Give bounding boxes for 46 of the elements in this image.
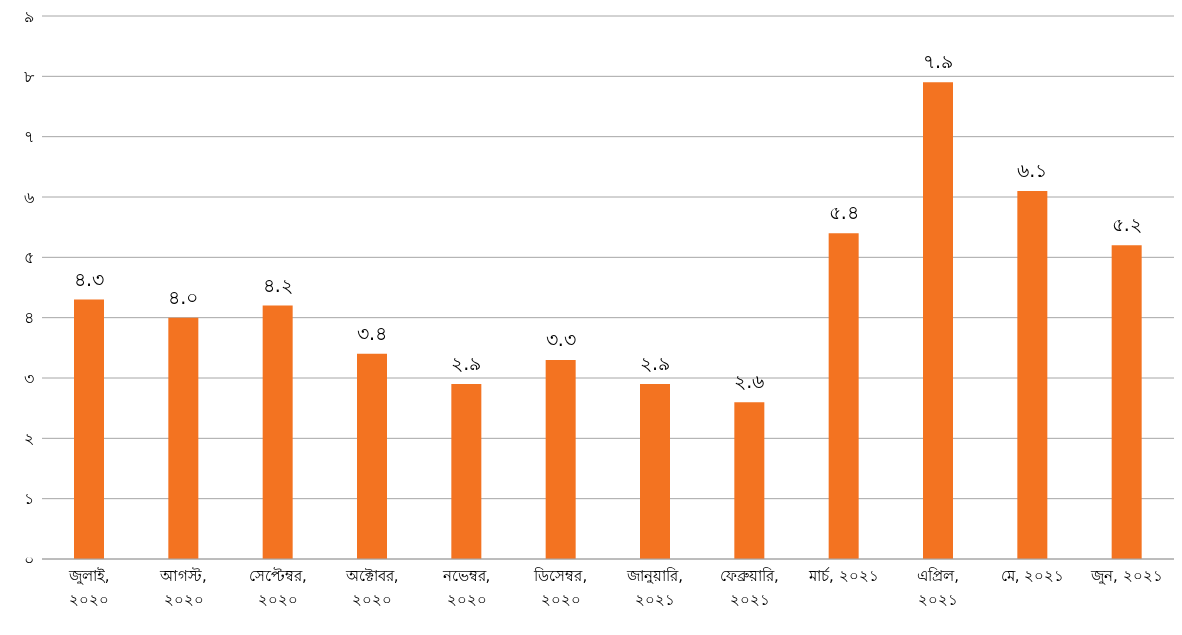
bar <box>451 384 482 559</box>
x-tick-label: মার্চ, ২০২১ <box>808 567 879 585</box>
x-tick-label: জুন, ২০২১ <box>1090 567 1163 585</box>
y-tick-label: ১ <box>24 489 34 509</box>
bar <box>168 317 199 559</box>
x-tick-label: অক্টোবর, ২০২০ <box>344 567 399 609</box>
data-label: ৫.৪ <box>828 201 859 224</box>
x-tick-label: আগস্ট, ২০২০ <box>159 567 207 609</box>
data-label: ৫.২ <box>1111 213 1142 236</box>
bar <box>357 353 387 559</box>
bar <box>74 299 104 559</box>
data-label: ৭.৯ <box>922 50 954 73</box>
data-label: ২.৬ <box>734 370 765 393</box>
y-tick-label: ৫ <box>24 248 34 268</box>
data-label: ৩.৪ <box>356 321 388 344</box>
data-label: ৪.৩ <box>73 267 105 290</box>
data-label: ৬.১ <box>1017 158 1048 181</box>
bar <box>923 82 953 559</box>
bar <box>734 402 765 559</box>
x-tick-label: মে, ২০২১ <box>1000 567 1065 585</box>
y-tick-label: ৮ <box>24 67 35 87</box>
x-tick-label: এপ্রিল, ২০২১ <box>917 567 960 609</box>
y-tick-label: ৯ <box>24 6 34 26</box>
data-label: ৪.২ <box>262 273 293 296</box>
data-label: ২.৯ <box>639 352 671 375</box>
x-tick-label: ডিসেম্বর, ২০২০ <box>533 567 588 609</box>
x-tick-label: জানুয়ারি, ২০২১ <box>626 567 684 609</box>
data-label: ২.৯ <box>451 352 482 375</box>
y-tick-label: ৪ <box>24 308 34 328</box>
bar <box>1111 245 1142 559</box>
y-tick-label: ৩ <box>24 368 34 388</box>
bar <box>262 305 293 559</box>
x-tick-label: ফেব্রুয়ারি, ২০২১ <box>720 567 779 609</box>
bar <box>1017 190 1048 559</box>
data-label: ৪.০ <box>168 285 199 308</box>
x-tick-label: সেপ্টেম্বর, ২০২০ <box>248 567 307 609</box>
data-label: ৩.৩ <box>545 327 576 350</box>
x-tick-label: নভেম্বর, ২০২০ <box>441 567 491 609</box>
bar <box>640 384 670 559</box>
y-tick-label: ০ <box>24 549 34 569</box>
bar <box>828 233 859 559</box>
y-tick-label: ৬ <box>24 187 34 207</box>
x-tick-label: জুলাই, ২০২০ <box>67 567 110 609</box>
y-tick-label: ২ <box>24 429 34 449</box>
bar <box>545 359 576 559</box>
y-tick-label: ৭ <box>24 127 34 147</box>
